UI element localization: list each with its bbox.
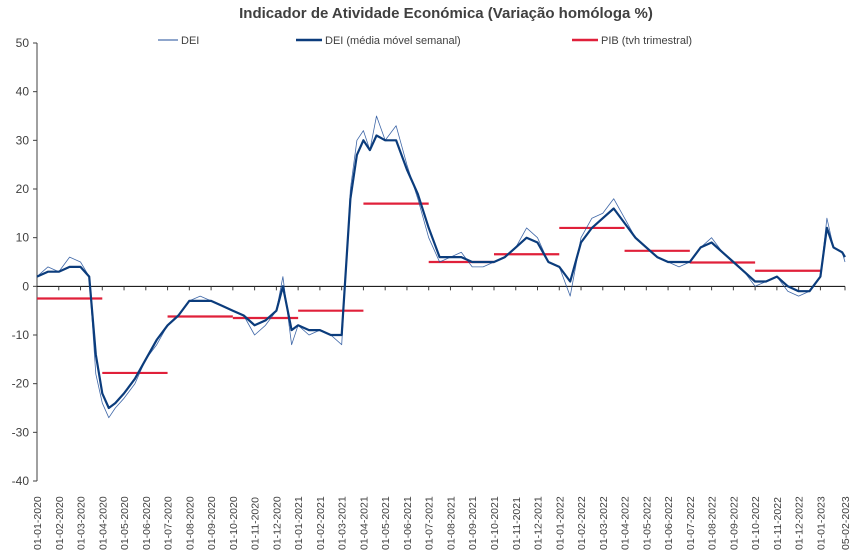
legend-label-dei-mm: DEI (média móvel semanal) [325, 35, 461, 47]
x-tick-label: 01-05-2022 [641, 496, 653, 550]
x-tick-label: 01-09-2021 [467, 496, 479, 550]
dei-mm-series [36, 134, 846, 410]
x-tick-label: 01-11-2022 [772, 497, 784, 550]
y-tick-label: 50 [16, 36, 30, 50]
x-tick-label: 01-02-2020 [54, 496, 66, 550]
y-tick-label: 20 [16, 182, 30, 196]
x-tick-label: 01-01-2022 [554, 496, 566, 550]
y-tick-label: -20 [12, 377, 30, 391]
x-tick-label: 01-07-2020 [163, 496, 175, 550]
dei-series [36, 115, 846, 419]
x-tick-label: 01-07-2022 [685, 496, 697, 550]
x-tick-label: 01-06-2022 [663, 496, 675, 550]
x-tick-label: 01-11-2021 [511, 497, 523, 550]
x-tick-label: 01-05-2021 [380, 496, 392, 550]
x-tick-label: 01-01-2021 [293, 496, 305, 550]
y-tick-label: -10 [12, 328, 30, 342]
x-tick-label: 01-02-2021 [315, 496, 327, 550]
x-tick-label: 01-07-2021 [424, 496, 436, 550]
x-tick-label: 01-12-2021 [533, 496, 545, 550]
x-tick-label: 01-04-2020 [97, 496, 109, 550]
y-tick-label: -40 [12, 474, 30, 488]
x-tick-label: 01-01-2023 [815, 496, 827, 550]
x-tick-label: 01-05-2020 [119, 496, 131, 550]
legend: DEI DEI (média móvel semanal) PIB (tvh t… [158, 35, 692, 47]
dei-mm-line [36, 134, 846, 410]
x-tick-label: 01-04-2022 [620, 496, 632, 550]
x-tick-label: 01-03-2020 [76, 496, 88, 550]
y-tick-label: -30 [12, 425, 30, 439]
x-tick-label: 01-04-2021 [358, 496, 370, 550]
x-tick-label: 01-03-2022 [598, 496, 610, 550]
x-tick-label: 01-11-2020 [250, 497, 262, 550]
x-tick-label: 01-03-2021 [337, 496, 349, 550]
x-tick-label: 01-06-2021 [402, 496, 414, 550]
x-tick-label: 01-10-2020 [228, 496, 240, 550]
x-tick-label: 01-09-2020 [206, 496, 218, 550]
x-tick-label: 01-10-2021 [489, 496, 501, 550]
x-tick-label: 01-09-2022 [728, 496, 740, 550]
x-tick-label: 01-02-2022 [576, 496, 588, 550]
x-tick-label: 01-06-2020 [141, 496, 153, 550]
x-tick-label: 01-08-2021 [445, 496, 457, 550]
x-tick-label: 01-12-2020 [271, 496, 283, 550]
x-tick-label: 05-02-2023 [840, 496, 850, 550]
dei-line [36, 115, 846, 419]
y-tick-label: 10 [16, 231, 30, 245]
x-tick-label: 01-12-2022 [794, 496, 806, 550]
y-tick-label: 40 [16, 85, 30, 99]
x-tick-label: 01-08-2020 [184, 496, 196, 550]
x-tick-label: 01-08-2022 [707, 496, 719, 550]
y-tick-label: 0 [22, 279, 29, 293]
y-tick-label: 30 [16, 133, 30, 147]
legend-label-pib: PIB (tvh trimestral) [601, 35, 692, 47]
chart-title: Indicador de Atividade Económica (Variaç… [239, 5, 653, 22]
x-tick-label: 01-10-2022 [750, 496, 762, 550]
legend-label-dei: DEI [181, 35, 199, 47]
x-tick-label: 01-01-2020 [32, 496, 44, 550]
